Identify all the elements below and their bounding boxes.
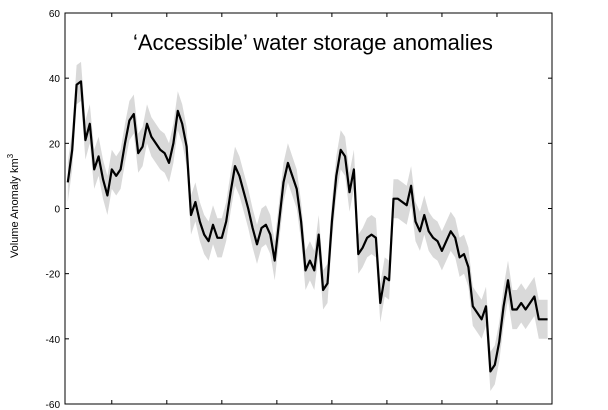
- chart-title: ‘Accessible’ water storage anomalies: [133, 30, 493, 55]
- y-axis-label-superscript: 3: [6, 153, 15, 158]
- series-line: [66, 80, 548, 373]
- y-tick-label: 40: [49, 74, 61, 85]
- plot-area: [66, 61, 548, 392]
- y-axis: -60 -40 -20 0 20 40 60: [46, 9, 552, 410]
- y-tick-label: -20: [46, 270, 61, 281]
- y-tick-label: -40: [46, 335, 61, 346]
- y-axis-label: Volume Anomaly km3: [6, 153, 21, 258]
- y-tick-label: 60: [49, 9, 61, 20]
- x-axis: 200620072008200920102011201220132014: [111, 13, 553, 404]
- uncertainty-band: [67, 61, 548, 392]
- y-tick-label: 20: [49, 139, 61, 150]
- plot-frame: [64, 12, 553, 405]
- y-axis-label-text: Volume Anomaly km: [9, 158, 21, 258]
- y-tick-label: -60: [46, 400, 61, 410]
- y-tick-label: 0: [54, 205, 60, 216]
